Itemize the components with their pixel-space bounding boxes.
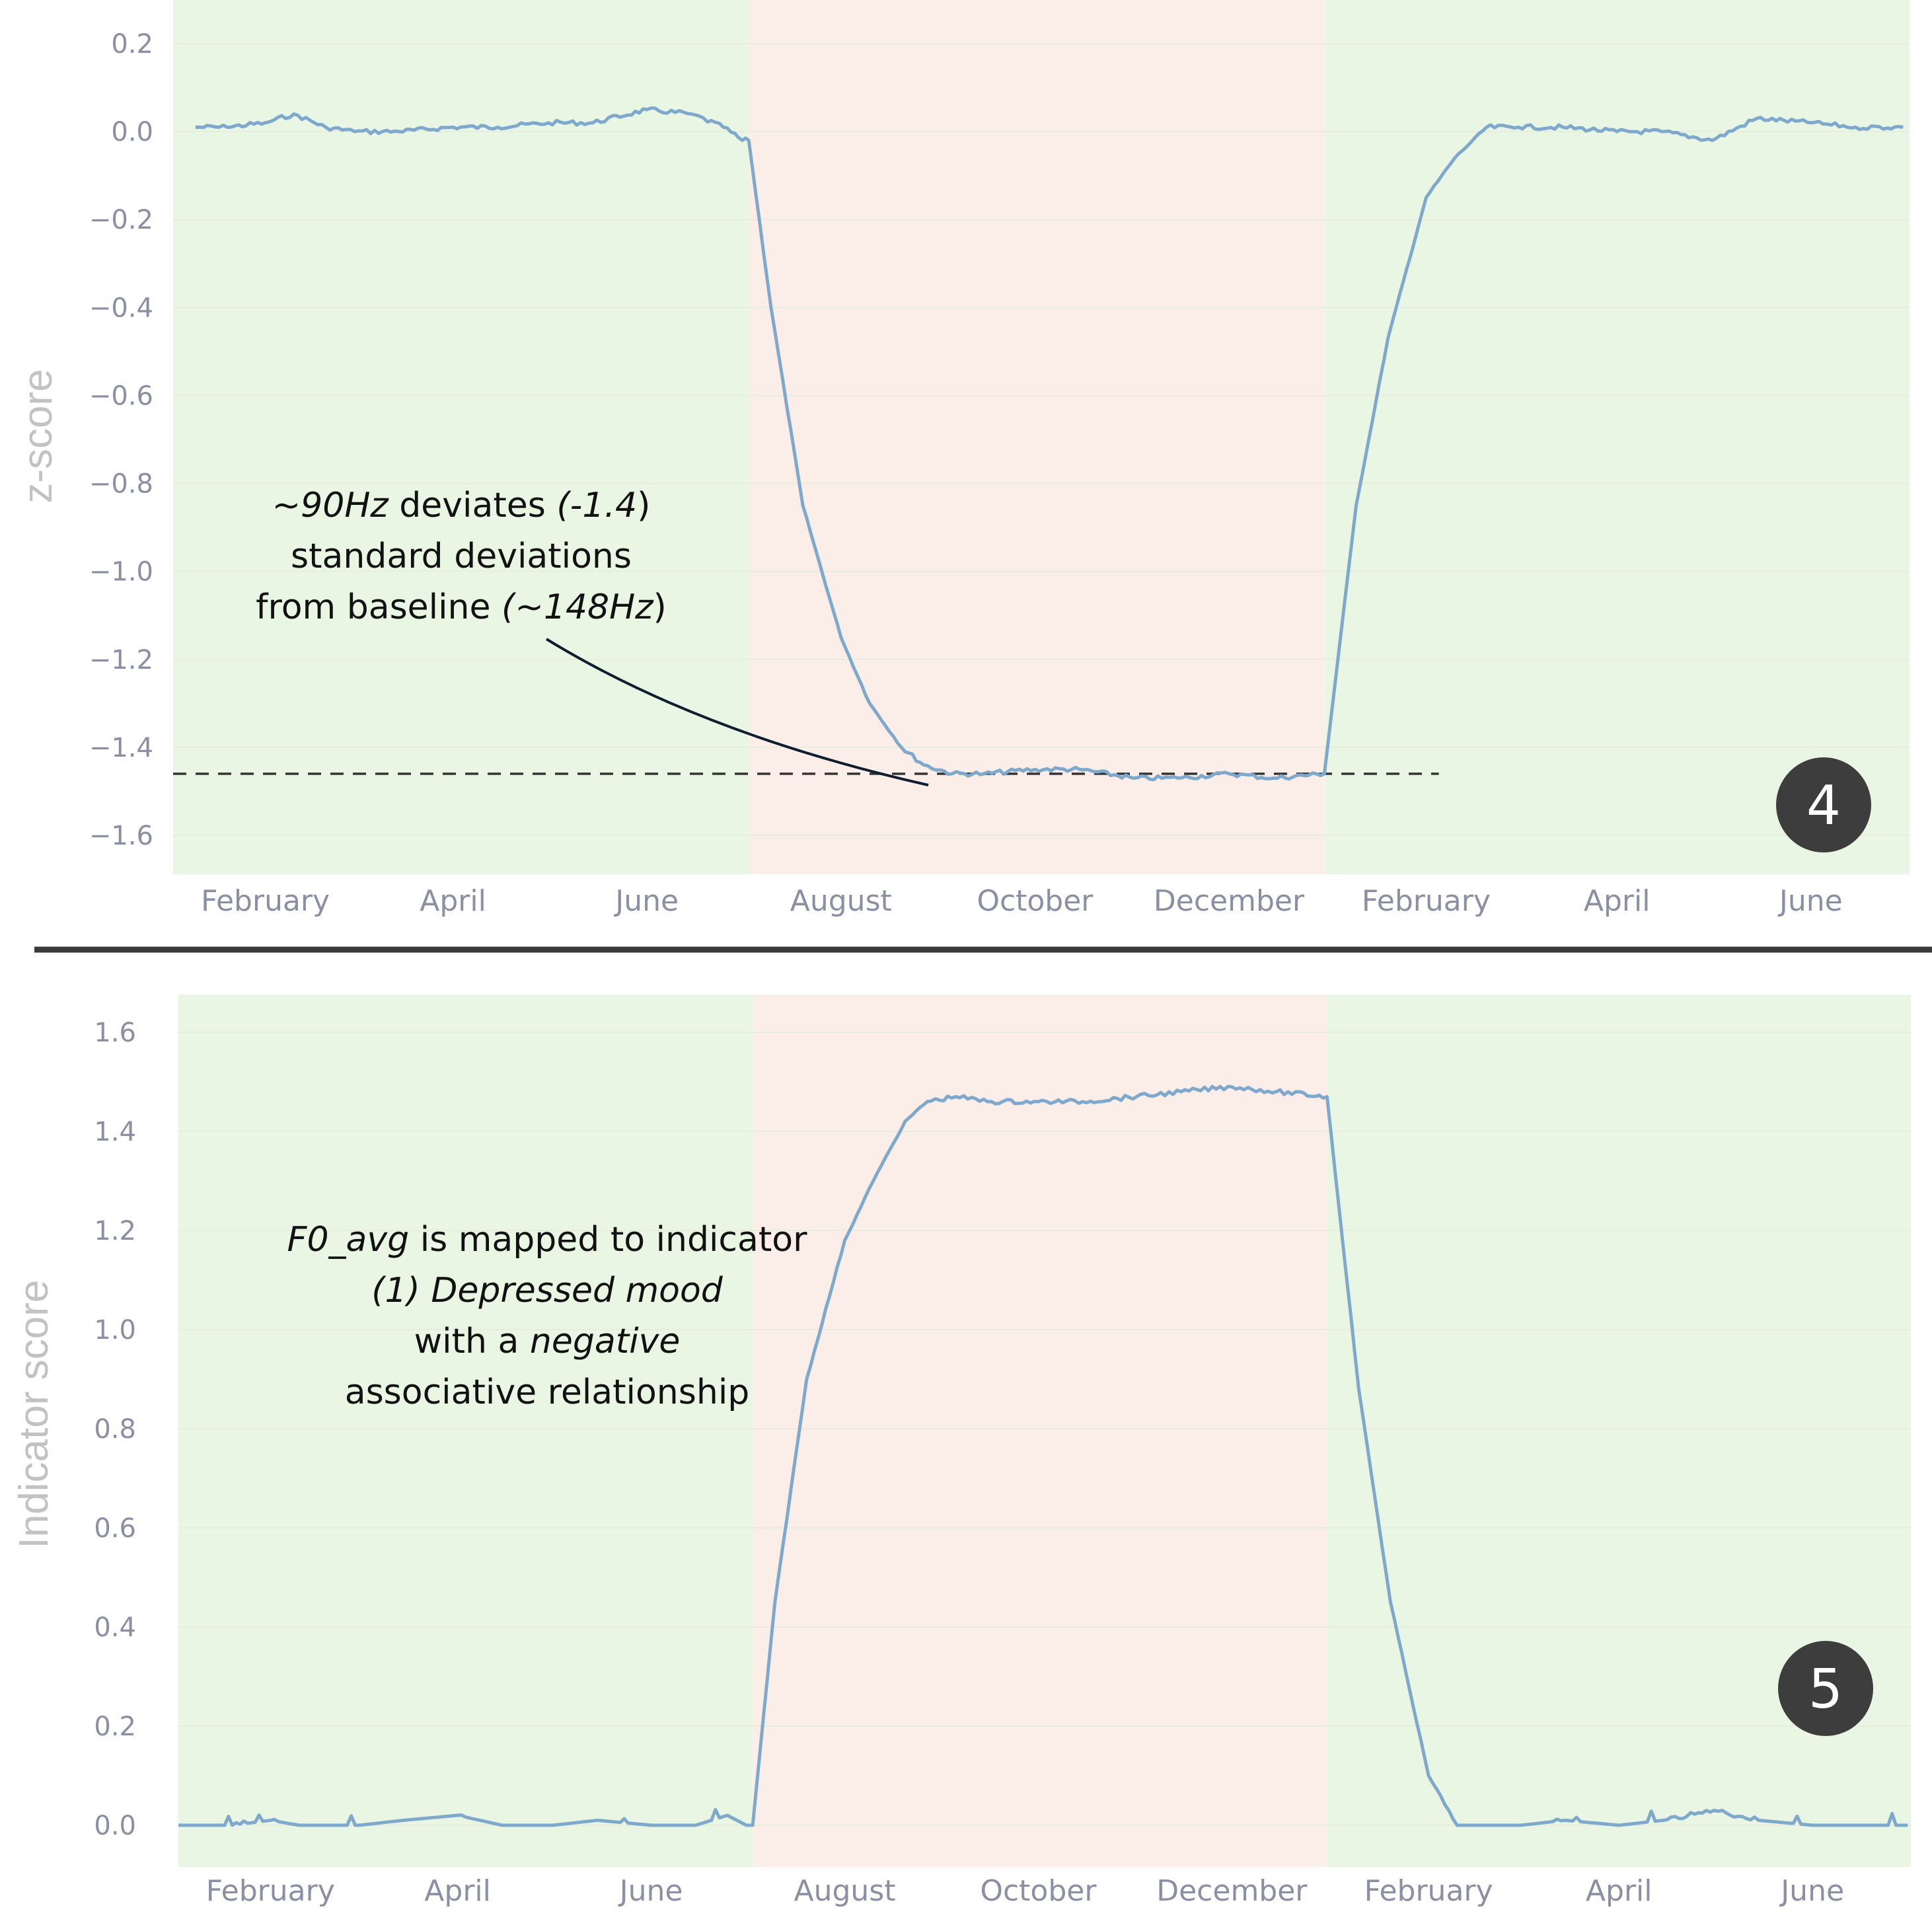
baseline-period-band (173, 0, 749, 874)
x-tick-label: June (618, 1874, 683, 1908)
y-tick-label: 1.0 (94, 1315, 136, 1345)
y-axis-title: Indicator score (11, 1280, 57, 1549)
x-tick-label: April (424, 1874, 491, 1908)
x-tick-label: June (613, 884, 679, 918)
y-tick-label: 0.8 (94, 1414, 136, 1445)
indicator-panel: 1.6 1.4 1.2 1.0 0.8 0.6 0.4 0.2 0.0 February April… (11, 995, 1911, 1908)
series-line (178, 1084, 1908, 1827)
step-badge-number: 4 (1806, 775, 1841, 837)
step-badge (1778, 1641, 1873, 1736)
annotation-leader-line (545, 638, 929, 786)
x-tick-label: February (201, 884, 330, 918)
annotation-text: ~90Hz deviates (-1.4) standard deviations… (256, 486, 667, 627)
x-tick-label: December (1154, 884, 1305, 918)
y-tick-label: −0.6 (89, 381, 153, 411)
y-tick-label: 0.6 (94, 1513, 136, 1544)
y-tick-label: −0.8 (89, 469, 153, 500)
y-tick-label: −0.2 (89, 205, 153, 235)
x-tick-label: June (1779, 1874, 1844, 1908)
x-tick-label: February (206, 1874, 335, 1908)
y-tick-label: 0.0 (111, 117, 153, 147)
x-tick-label: April (1584, 884, 1651, 918)
x-tick-label: February (1364, 1874, 1493, 1908)
x-tick-label: August (794, 1874, 895, 1908)
x-tick-label: June (1777, 884, 1843, 918)
baseline-period-band (178, 995, 753, 1867)
zscore-panel: 0.2 0.0 −0.2 −0.4 −0.6 −0.8 −1.0 −1.2 −1.4 −1.6 Fe… (15, 0, 1910, 918)
y-axis-title: z-score (15, 369, 61, 503)
step-badge-number: 5 (1808, 1658, 1843, 1721)
y-tick-label: −1.4 (89, 733, 153, 763)
episode-period-band (749, 0, 1325, 874)
baseline-period-band (1327, 995, 1911, 1867)
y-tick-label: 1.4 (94, 1117, 136, 1147)
x-tick-label: October (977, 884, 1094, 918)
y-tick-label: −1.6 (89, 821, 153, 851)
y-tick-label: 0.2 (94, 1712, 136, 1742)
episode-period-band (753, 995, 1327, 1867)
y-tick-label: 0.0 (94, 1811, 136, 1841)
annotation-text: F0_avg is mapped to indicator (1) Depress… (287, 1220, 808, 1412)
step-badge (1776, 757, 1871, 852)
y-tick-label: 0.4 (94, 1612, 136, 1643)
x-tick-label: April (420, 884, 486, 918)
y-tick-label: −1.0 (89, 557, 153, 587)
x-tick-label: August (790, 884, 892, 918)
y-tick-label: 0.2 (111, 29, 153, 59)
y-tick-label: −1.2 (89, 645, 153, 675)
series-line (195, 106, 1904, 782)
y-tick-label: −0.4 (89, 293, 153, 323)
x-tick-label: December (1156, 1874, 1308, 1908)
baseline-period-band (1324, 0, 1910, 874)
x-tick-label: February (1362, 884, 1491, 918)
y-tick-label: 1.2 (94, 1216, 136, 1246)
x-tick-label: October (980, 1874, 1097, 1908)
x-tick-label: April (1586, 1874, 1653, 1908)
y-tick-label: 1.6 (94, 1018, 136, 1048)
